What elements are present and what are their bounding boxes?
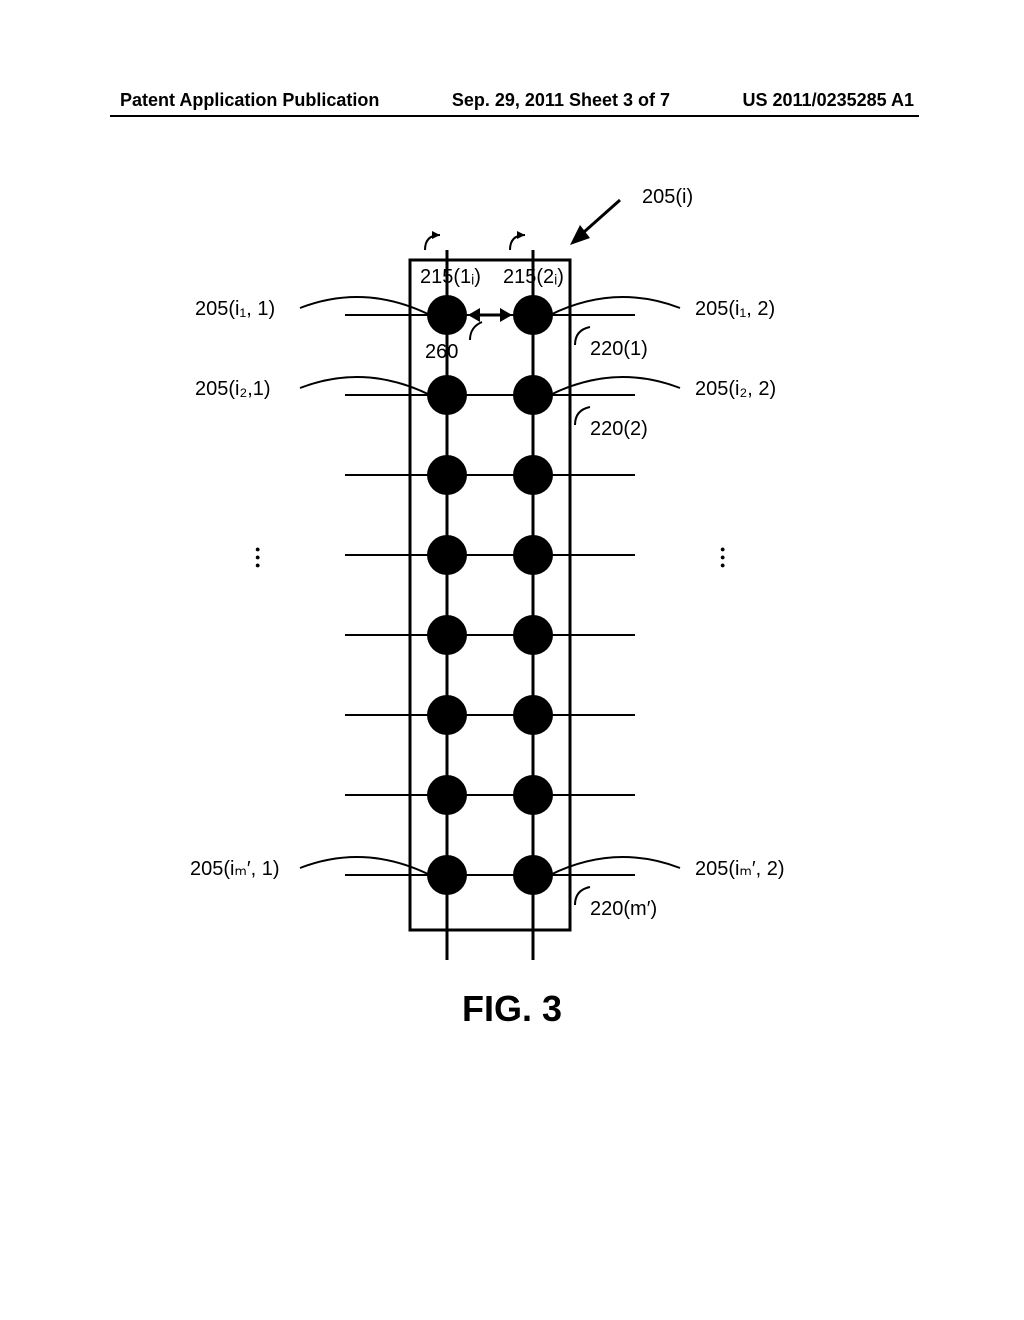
- svg-text:205(i₂,1): 205(i₂,1): [195, 378, 271, 400]
- svg-text:220(1): 220(1): [590, 338, 648, 360]
- svg-text:220(m′): 220(m′): [590, 898, 657, 920]
- svg-text:215(1ᵢ): 215(1ᵢ): [420, 266, 481, 288]
- svg-text:205(i₂, 2): 205(i₂, 2): [695, 378, 776, 400]
- figure-canvas: 205(i) 215(1ᵢ) 215(2ᵢ) 260 205(i₁, 1) 205(i₂,…: [0, 0, 1024, 1320]
- svg-text:205(iₘ′, 1): 205(iₘ′, 1): [190, 858, 280, 880]
- svg-text:205(iₘ′, 2): 205(iₘ′, 2): [695, 858, 785, 880]
- svg-text:260: 260: [425, 341, 458, 363]
- figure-caption: FIG. 3: [0, 988, 1024, 1030]
- svg-text:205(i₁, 2): 205(i₁, 2): [695, 298, 775, 320]
- vdots-right: ●●●: [720, 545, 725, 569]
- vdots-left: ●●●: [255, 545, 260, 569]
- svg-text:205(i₁, 1): 205(i₁, 1): [195, 298, 275, 320]
- svg-text:215(2ᵢ): 215(2ᵢ): [503, 266, 564, 288]
- svg-text:205(i): 205(i): [642, 186, 693, 208]
- svg-text:220(2): 220(2): [590, 418, 648, 440]
